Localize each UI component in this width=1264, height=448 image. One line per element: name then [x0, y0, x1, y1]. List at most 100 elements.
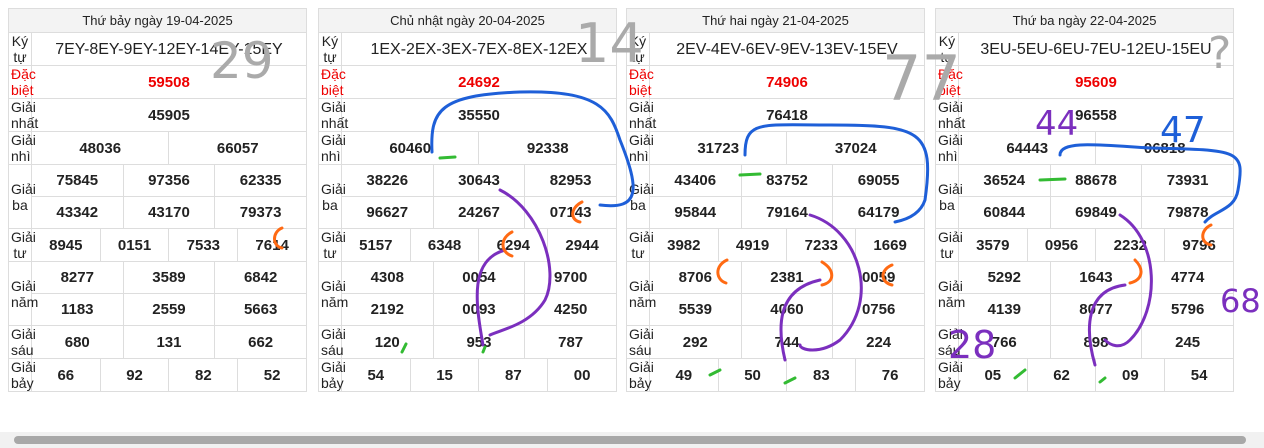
prize-row: Giải nhì 60460 92338: [318, 131, 617, 165]
prize-number: 92: [99, 358, 170, 392]
prize-row: Giải năm 8277 3589 6842: [8, 261, 307, 326]
prize-number: 75845: [30, 164, 124, 197]
prize-number: 4308: [340, 261, 434, 294]
prize-number: 4139: [957, 293, 1051, 326]
title-row: Thứ bảy ngày 19-04-2025: [8, 8, 307, 33]
prize-number: 6348: [409, 228, 480, 262]
prize-number: 2192: [340, 293, 434, 326]
prize-row: Giải bảy 54 15 87 00: [318, 358, 617, 392]
prize-number: 7614: [237, 228, 307, 262]
prize-number: 97356: [122, 164, 216, 197]
prize-number: 1EX-2EX-3EX-7EX-8EX-12EX: [340, 32, 618, 66]
prize-row: 95844 79164 64179: [627, 196, 925, 229]
prize-number: 43170: [122, 196, 216, 229]
prize-number: 62335: [214, 164, 307, 197]
day-table: Thứ ba ngày 22-04-2025 Ký tự 3EU-5EU-6EU-7…: [935, 8, 1235, 392]
prize-number: 49: [648, 358, 719, 392]
prize-number: 9796: [1164, 228, 1234, 262]
prize-number: 76418: [648, 98, 926, 132]
prize-row: Đặc biệt 59508: [8, 65, 308, 99]
prize-row: Giải tư 3579 0956 2232 9796: [935, 228, 1234, 262]
day-table: Thứ hai ngày 21-04-2025 Ký tự 2EV-4EV-6EV-…: [626, 8, 926, 392]
prize-label: Giải bảy: [935, 358, 963, 392]
prize-label: Giải ba: [626, 164, 654, 229]
day-table: Chủ nhật ngày 20-04-2025 Ký tự 1EX-2EX-3EX…: [318, 8, 618, 392]
prize-row: Giải nhất 45905: [8, 98, 308, 132]
prize-row: 1183 2559 5663: [9, 293, 307, 326]
prize-row: 60844 69849 79878: [936, 196, 1234, 229]
prize-label: Giải nhì: [318, 131, 346, 165]
prize-label: Giải năm: [8, 261, 38, 326]
prize-number: 224: [832, 325, 925, 359]
prize-label: Đặc biệt: [8, 65, 36, 99]
prize-number: 31723: [648, 131, 788, 165]
prize-row: Ký tự 3EU-5EU-6EU-7EU-12EU-15EU: [935, 32, 1235, 66]
scroll-thumb[interactable]: [14, 436, 1246, 444]
prize-number: 24267: [432, 196, 526, 229]
prize-row: Giải năm 4308 0054 9700: [318, 261, 617, 326]
prize-number: 96627: [340, 196, 434, 229]
prize-number: 5539: [648, 293, 742, 326]
prize-number: 8277: [30, 261, 124, 294]
prize-number: 82953: [524, 164, 617, 197]
prize-number: 9700: [524, 261, 617, 294]
prize-number: 680: [30, 325, 124, 359]
prize-number: 3579: [957, 228, 1028, 262]
prize-number: 60844: [957, 196, 1051, 229]
prize-number: 5796: [1141, 293, 1234, 326]
prize-label: Giải nhất: [318, 98, 348, 132]
prize-number: 92338: [478, 131, 617, 165]
prize-label: Giải tư: [935, 228, 963, 262]
day-table: Thứ bảy ngày 19-04-2025 Ký tự 7EY-8EY-9EY-…: [8, 8, 308, 392]
prize-number: 79878: [1141, 196, 1234, 229]
prize-label: Giải nhất: [8, 98, 38, 132]
prize-number: 37024: [786, 131, 925, 165]
prize-number: 95609: [957, 65, 1235, 99]
prize-number: 0059: [832, 261, 925, 294]
prize-number: 744: [740, 325, 834, 359]
prize-label: Giải bảy: [8, 358, 36, 392]
title-row: Chủ nhật ngày 20-04-2025: [318, 8, 617, 33]
title-row: Thứ hai ngày 21-04-2025: [626, 8, 925, 33]
prize-label: Giải năm: [318, 261, 348, 326]
prize-label: Giải nhì: [8, 131, 36, 165]
prize-row: Giải bảy 05 62 09 54: [935, 358, 1234, 392]
prize-row: Giải ba 38226 30643 82953: [318, 164, 617, 229]
prize-number: 52: [237, 358, 307, 392]
prize-label: Giải năm: [935, 261, 965, 326]
prize-label: Đặc biệt: [626, 65, 654, 99]
prize-row: Giải sáu 680 131 662: [8, 325, 307, 359]
prize-number: 0956: [1026, 228, 1097, 262]
prize-row: Giải ba 36524 88678 73931: [935, 164, 1234, 229]
prize-row: Ký tự 1EX-2EX-3EX-7EX-8EX-12EX: [318, 32, 618, 66]
prize-number: 05: [957, 358, 1028, 392]
prize-number: 73931: [1141, 164, 1234, 197]
prize-row: Đặc biệt 24692: [318, 65, 618, 99]
prize-row: Giải sáu 766 898 245: [935, 325, 1234, 359]
day-title: Chủ nhật ngày 20-04-2025: [318, 8, 617, 33]
prize-number: 292: [648, 325, 742, 359]
prize-number: 54: [340, 358, 411, 392]
prize-number: 2381: [740, 261, 834, 294]
prize-number: 45905: [30, 98, 308, 132]
prize-number: 7EY-8EY-9EY-12EY-14EY-15EY: [30, 32, 308, 66]
prize-number: 95844: [648, 196, 742, 229]
prize-number: 07143: [524, 196, 617, 229]
prize-row: Giải sáu 120 953 787: [318, 325, 617, 359]
prize-number: 4774: [1141, 261, 1234, 294]
scrollbar[interactable]: [0, 432, 1264, 448]
prize-number: 766: [957, 325, 1051, 359]
prize-label: Giải sáu: [8, 325, 36, 359]
prize-number: 64179: [832, 196, 925, 229]
prize-number: 06818: [1095, 131, 1234, 165]
prize-number: 662: [214, 325, 307, 359]
prize-row: Giải nhất 76418: [626, 98, 926, 132]
prize-number: 66057: [168, 131, 307, 165]
prize-row: 5539 4060 0756: [627, 293, 925, 326]
prize-number: 24692: [340, 65, 618, 99]
prize-row: Ký tự 7EY-8EY-9EY-12EY-14EY-15EY: [8, 32, 308, 66]
prize-row: Giải bảy 49 50 83 76: [626, 358, 925, 392]
prize-row: Giải ba 43406 83752 69055: [626, 164, 925, 229]
prize-row: Giải tư 3982 4919 7233 1669: [626, 228, 925, 262]
